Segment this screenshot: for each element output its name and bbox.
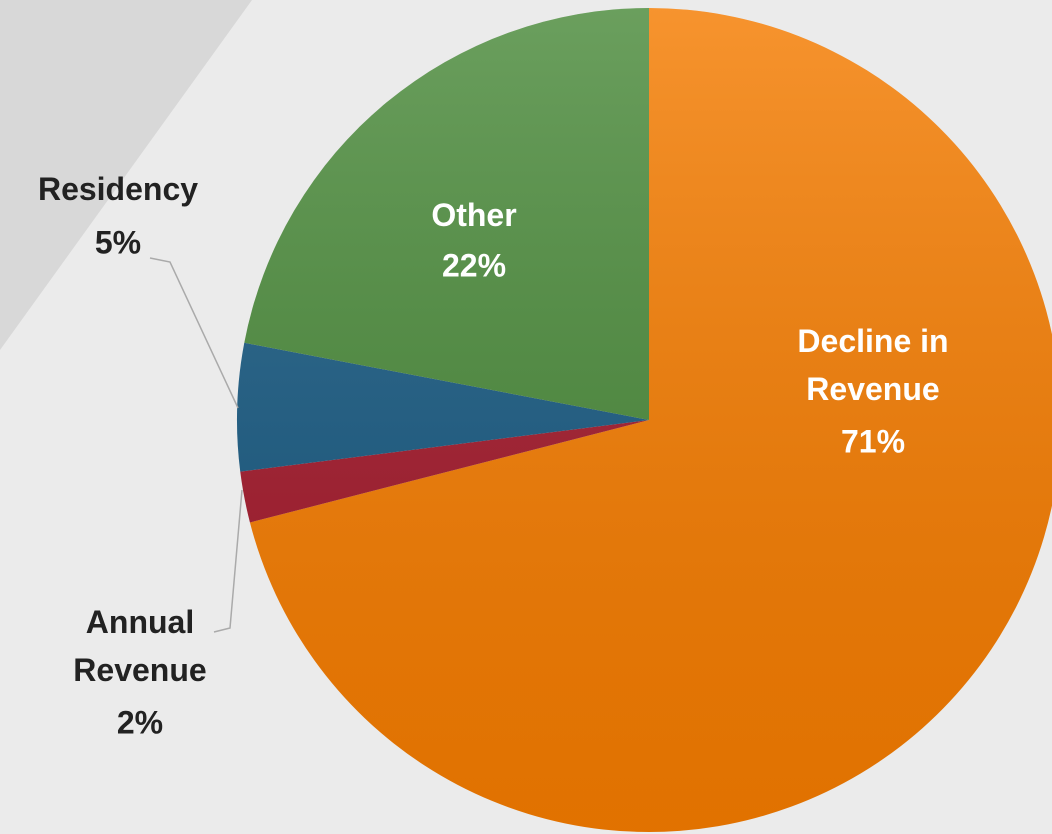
leader-line [149,257,239,409]
slice-value-label: 2% [117,704,163,740]
slice-value-label: 5% [95,224,141,260]
slice-label: Decline in Revenue [797,323,948,407]
slice-label: Residency [38,171,198,207]
slice-label: Other [431,197,516,233]
slice-label: Annual Revenue [73,604,206,688]
slices [237,8,1052,832]
slice-value-label: 22% [442,247,506,283]
leader-line [213,489,243,633]
background-band [0,0,252,350]
slice-value-label: 71% [841,423,905,459]
labels: Decline in Revenue 71% Annual Revenue 2% Resid… [38,171,949,740]
